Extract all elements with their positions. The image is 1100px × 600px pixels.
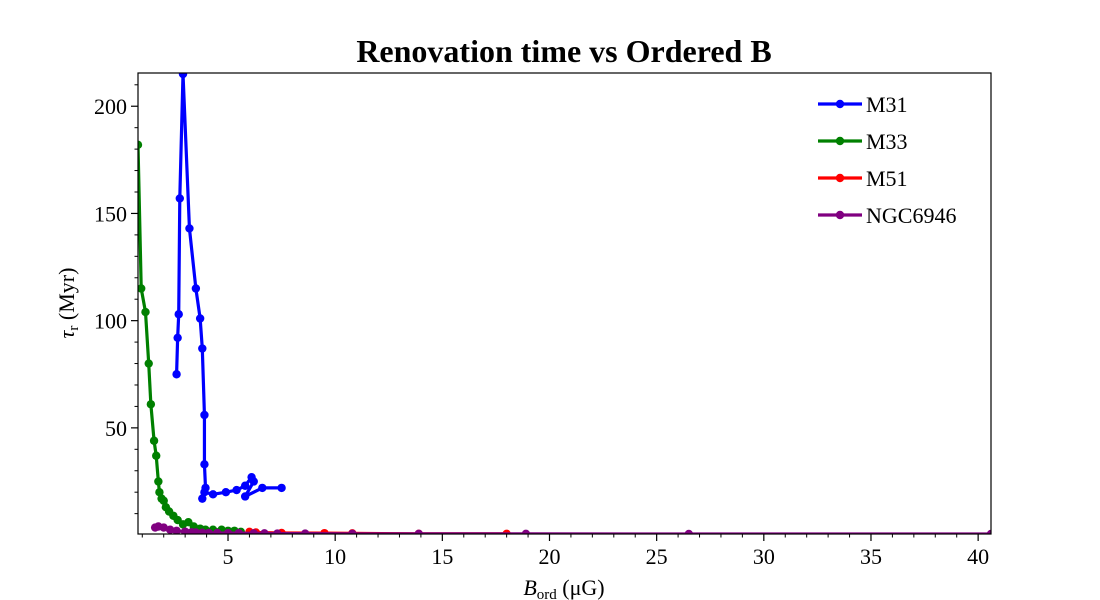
y-axis-title-main: τ: [54, 329, 79, 338]
data-point-m31: [277, 483, 286, 493]
legend-label-ngc6946: NGC6946: [866, 203, 956, 228]
ticks-layer: 5 10 15 20 25 30 35 40 50 100 150 200: [94, 84, 989, 569]
data-point-m31: [200, 410, 209, 420]
y-axis-title-sub: r: [66, 326, 82, 331]
data-point-ngc6946: [204, 528, 213, 534]
data-point-ngc6946: [249, 529, 258, 534]
data-point-m33: [155, 487, 164, 497]
data-point-m33: [144, 359, 153, 368]
legend-item-m33: M33: [818, 129, 908, 154]
legend-item-ngc6946: NGC6946: [818, 203, 956, 228]
data-point-ngc6946: [684, 529, 694, 534]
data-point-m31: [200, 460, 209, 469]
x-tick-label: 10: [324, 544, 346, 569]
x-tick-label: 20: [538, 544, 560, 569]
x-tick-label: 15: [431, 544, 453, 569]
data-point-m31: [173, 333, 182, 343]
data-point-ngc6946: [986, 529, 991, 534]
data-point-m33: [149, 436, 159, 445]
x-tick-label: 5: [223, 544, 234, 569]
legend-label-m31: M31: [866, 92, 908, 117]
y-tick-label: 200: [94, 94, 127, 119]
data-point-ngc6946: [300, 529, 310, 534]
plot-area-frame: [137, 72, 992, 535]
data-point-ngc6946: [223, 528, 233, 534]
data-point-m33: [141, 307, 150, 317]
data-point-m31: [198, 494, 207, 503]
data-point-m31: [200, 487, 209, 497]
legend-label-m33: M33: [866, 129, 908, 154]
data-point-ngc6946: [213, 528, 222, 534]
data-point-ngc6946: [191, 528, 201, 534]
legend: M31 M33 M51 NGC6946: [818, 92, 956, 228]
data-point-ngc6946: [159, 523, 168, 532]
data-point-m31: [208, 490, 218, 499]
series-m31: [172, 73, 286, 503]
y-tick-label: 150: [94, 201, 127, 226]
data-point-m31: [178, 73, 188, 79]
x-tick-label: 40: [967, 544, 989, 569]
data-point-m31: [258, 483, 267, 493]
data-point-m31: [240, 492, 250, 501]
data-point-ngc6946: [260, 529, 269, 534]
data-point-m31: [240, 481, 250, 490]
legend-marker-ngc6946: [835, 210, 845, 220]
legend-marker-m51: [835, 173, 845, 183]
data-point-m31: [172, 370, 181, 379]
data-point-ngc6946: [521, 529, 531, 534]
data-point-ngc6946: [273, 529, 282, 534]
legend-item-m31: M31: [818, 92, 908, 117]
y-axis-title: τr (Myr): [54, 268, 82, 339]
data-point-m31: [195, 314, 205, 323]
data-point-m31: [221, 487, 231, 497]
chart-title: Renovation time vs Ordered B: [356, 33, 771, 69]
legend-marker-m33: [835, 136, 845, 146]
x-axis-title-main: B: [523, 575, 536, 600]
data-point-m33: [146, 400, 156, 409]
x-tick-label: 30: [753, 544, 775, 569]
data-point-m31: [185, 224, 194, 233]
data-point-m33: [138, 284, 146, 293]
y-tick-label: 100: [94, 309, 127, 334]
data-point-m31: [174, 310, 183, 319]
data-point-m33: [159, 496, 168, 505]
data-point-ngc6946: [180, 527, 190, 534]
y-axis-title-rest: (Myr): [54, 268, 79, 326]
x-axis-title-sub: ord: [537, 587, 557, 600]
data-point-ngc6946: [172, 526, 181, 534]
legend-label-m51: M51: [866, 166, 908, 191]
data-point-ngc6946: [414, 529, 423, 534]
data-point-m31: [249, 477, 258, 486]
data-point-ngc6946: [165, 525, 175, 534]
x-tick-label: 25: [646, 544, 668, 569]
legend-item-m51: M51: [818, 166, 908, 191]
data-point-ngc6946: [198, 528, 207, 534]
data-point-ngc6946: [348, 529, 357, 534]
data-point-m33: [154, 477, 163, 486]
data-point-m31: [175, 194, 184, 203]
data-point-ngc6946: [234, 528, 243, 534]
x-tick-label: 35: [860, 544, 882, 569]
legend-marker-m31: [835, 99, 845, 109]
data-point-m31: [191, 284, 201, 293]
data-point-m31: [198, 344, 207, 353]
data-point-m33: [138, 140, 143, 150]
x-axis-title-rest: (μG): [557, 575, 605, 600]
data-point-m31: [232, 485, 241, 495]
y-tick-label: 50: [105, 416, 127, 441]
x-axis-title: Bord (μG): [523, 575, 604, 600]
data-point-m33: [152, 451, 161, 460]
